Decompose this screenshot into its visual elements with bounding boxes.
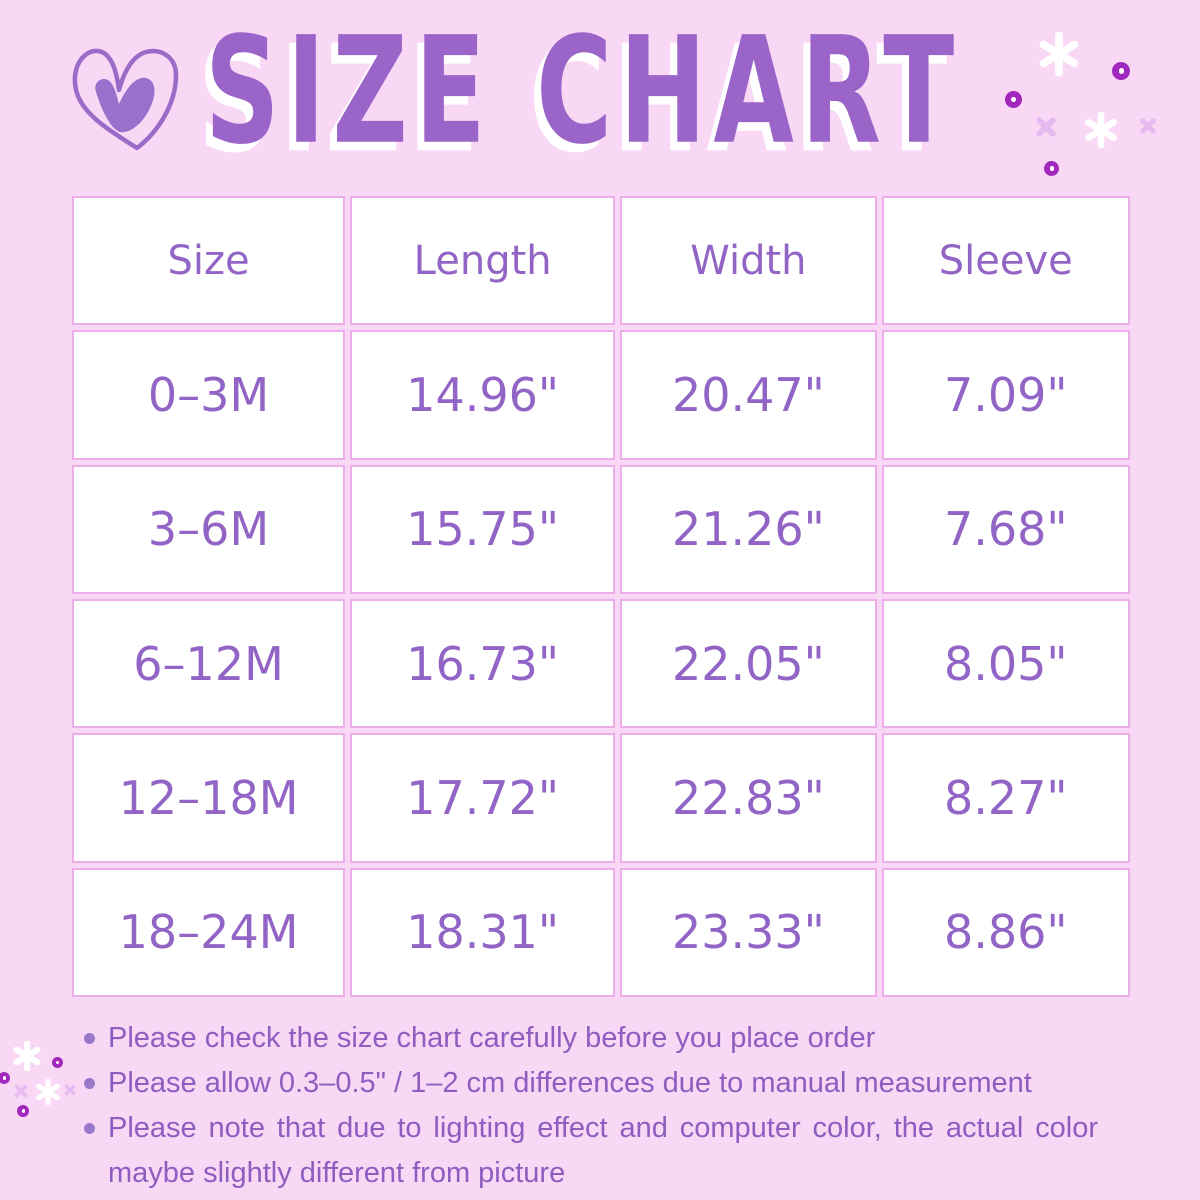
note-text: Please note that due to lighting effect … <box>108 1112 1098 1189</box>
size-table: Size Length Width Sleeve 0–3M 14.96" 20.… <box>72 196 1130 997</box>
table-cell-length: 16.73" <box>350 598 616 729</box>
table-header-length: Length <box>350 196 616 326</box>
table-header-sleeve: Sleeve <box>881 196 1130 326</box>
table-cell-sleeve: 8.86" <box>881 867 1130 997</box>
table-cell-length: 14.96" <box>350 330 616 460</box>
table-cell-size: 0–3M <box>72 330 346 460</box>
table-cell-length: 15.75" <box>350 464 616 594</box>
notes-list: Please check the size chart carefully be… <box>84 1016 1098 1196</box>
dot-sparkle-icon <box>1112 62 1130 80</box>
table-cell-size: 18–24M <box>72 867 346 997</box>
table-cell-sleeve: 8.27" <box>881 733 1130 863</box>
table-cell-width: 21.26" <box>620 464 877 594</box>
cross-sparkle-icon <box>1140 118 1156 134</box>
table-cell-sleeve: 8.05" <box>881 598 1130 729</box>
table-cell-size: 6–12M <box>72 598 346 729</box>
cross-sparkle-icon <box>1036 117 1056 137</box>
bullet-dot-icon <box>84 1078 95 1089</box>
table-header-size: Size <box>72 196 346 326</box>
note-item: Please check the size chart carefully be… <box>84 1016 1098 1061</box>
table-cell-sleeve: 7.09" <box>881 330 1130 460</box>
bullet-dot-icon <box>84 1033 95 1044</box>
table-cell-width: 20.47" <box>620 330 877 460</box>
heart-doodle-icon <box>54 30 204 180</box>
page-title: SIZE CHART <box>204 4 962 178</box>
table-cell-sleeve: 7.68" <box>881 464 1130 594</box>
dot-sparkle-icon <box>1005 91 1022 108</box>
sparkle-star-icon <box>13 1041 41 1071</box>
dot-sparkle-icon <box>0 1072 10 1084</box>
dot-sparkle-icon <box>17 1105 29 1117</box>
dot-sparkle-icon <box>52 1057 63 1068</box>
sparkle-star-icon <box>1085 112 1117 148</box>
table-cell-width: 22.05" <box>620 598 877 729</box>
table-cell-length: 18.31" <box>350 867 616 997</box>
table-header-width: Width <box>620 196 877 326</box>
note-text: Please allow 0.3–0.5" / 1–2 cm differenc… <box>108 1067 1032 1099</box>
dot-sparkle-icon <box>1044 161 1059 176</box>
table-cell-size: 3–6M <box>72 464 346 594</box>
sparkle-star-icon <box>1039 32 1079 76</box>
table-cell-size: 12–18M <box>72 733 346 863</box>
note-item: Please note that due to lighting effect … <box>84 1106 1098 1196</box>
sparkle-star-icon <box>36 1079 60 1105</box>
note-item: Please allow 0.3–0.5" / 1–2 cm differenc… <box>84 1061 1098 1106</box>
table-cell-width: 22.83" <box>620 733 877 863</box>
bullet-dot-icon <box>84 1123 95 1134</box>
table-cell-width: 23.33" <box>620 867 877 997</box>
cross-sparkle-icon <box>64 1084 76 1096</box>
cross-sparkle-icon <box>14 1084 28 1098</box>
table-cell-length: 17.72" <box>350 733 616 863</box>
note-text: Please check the size chart carefully be… <box>108 1022 876 1054</box>
